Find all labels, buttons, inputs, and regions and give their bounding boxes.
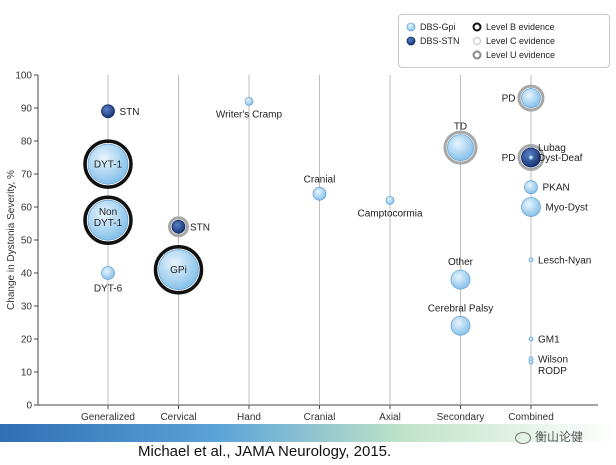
data-points: [83, 84, 545, 365]
point-label: Wilson: [538, 354, 568, 365]
point-label: Lesch-Nyan: [538, 255, 591, 266]
y-tick-label: 60: [21, 203, 33, 214]
gpi-point: [87, 199, 129, 241]
gpi-point: [101, 266, 115, 280]
point-label: Lubag: [538, 143, 566, 154]
watermark-text: 衡山论健: [535, 430, 584, 444]
x-tick-label: Cervical: [160, 412, 196, 423]
x-tick-label: Cranial: [304, 412, 336, 423]
citation-text: Michael et al., JAMA Neurology, 2015.: [138, 443, 392, 460]
y-tick-label: 70: [21, 170, 33, 181]
watermark: 衡山论健: [515, 428, 583, 445]
gpi-point: [521, 88, 541, 108]
legend-evidence-marker: [472, 50, 482, 60]
evidence-b-ring: [83, 139, 133, 189]
stn-point: [171, 219, 186, 234]
chart-legend: DBS-Gpi DBS-STN Level B evidence Level C ev…: [398, 14, 610, 68]
gpi-point: [244, 97, 254, 106]
chart-axes: 0 10 20 30 40 50 60 70 80 90 100 Change in Dystonia…: [6, 71, 598, 412]
gpi-point: [528, 359, 534, 365]
x-tick-label: Hand: [237, 412, 261, 423]
dystonia-dbs-chart: 0 10 20 30 40 50 60 70 80 90 100 Change in Dystonia…: [6, 71, 598, 423]
evidence-u-ring: [517, 144, 545, 171]
point-label: TD: [454, 122, 467, 133]
point-label: Cranial: [304, 174, 336, 185]
point-label: Non: [99, 207, 117, 218]
point-label: PD: [502, 153, 516, 164]
gpi-point: [528, 257, 534, 263]
point-label: Other: [448, 257, 474, 268]
gpi-point: [524, 180, 538, 195]
legend-evidence-label: Level C evidence: [486, 36, 555, 46]
evidence-u-ring: [517, 84, 545, 112]
category-lines: Generalized Cervical Hand Cranial Axial Secon…: [81, 75, 554, 423]
legend-evidence-label: Level B evidence: [486, 22, 555, 32]
gpi-point: [450, 269, 471, 290]
point-label: DYT-1: [94, 218, 123, 229]
evidence-u-ring: [443, 130, 478, 165]
evidence-u-ring: [168, 216, 189, 238]
y-tick-label: 0: [26, 401, 32, 412]
point-label: GPi: [170, 265, 187, 276]
evidence-b-ring: [83, 195, 133, 245]
stn-point: [101, 104, 115, 119]
gpi-point: [87, 143, 129, 185]
point-label: Writer's Cramp: [216, 109, 283, 120]
point-label: PKAN: [543, 183, 570, 194]
gpi-point: [447, 134, 474, 162]
y-tick-label: 80: [21, 137, 33, 148]
y-axis-label: Change in Dystonia Severity, %: [6, 170, 17, 310]
point-label: STN: [120, 107, 140, 118]
point-label: RODP: [538, 366, 567, 377]
point-label: GM1: [538, 335, 560, 346]
gpi-point: [521, 197, 541, 217]
point-label: STN: [190, 222, 210, 233]
point-label: Dyst-Deaf: [538, 153, 583, 164]
x-tick-label: Axial: [379, 412, 401, 423]
y-tick-label: 40: [21, 269, 33, 280]
legend-evidence-marker: [472, 22, 482, 32]
x-tick-label: Secondary: [437, 412, 485, 423]
footer-area: [0, 442, 616, 465]
footer-gradient-bar: [0, 424, 616, 442]
y-tick-label: 10: [21, 368, 33, 379]
evidence-b-ring: [153, 244, 204, 295]
gpi-point: [385, 195, 395, 205]
gpi-point: [528, 336, 534, 342]
legend-evidence-label: Level U evidence: [486, 50, 555, 60]
legend-evidence-marker: [472, 36, 482, 46]
point-label: Cerebral Palsy: [428, 303, 494, 314]
legend-series-marker: [406, 36, 416, 46]
gpi-point: [450, 315, 471, 336]
point-label: DYT-6: [94, 284, 123, 295]
legend-series-label: DBS-Gpi: [420, 22, 456, 32]
legend-graphic: DBS-Gpi DBS-STN Level B evidence Level C ev…: [406, 22, 555, 60]
gpi-point: [528, 155, 534, 160]
wechat-icon: [515, 431, 531, 444]
legend-series-label: DBS-STN: [420, 36, 460, 46]
gpi-point: [312, 186, 327, 201]
y-tick-label: 50: [21, 236, 33, 247]
gpi-point: [158, 249, 199, 291]
y-tick-label: 30: [21, 302, 33, 313]
x-tick-label: Combined: [508, 412, 554, 423]
point-label: Camptocormia: [357, 208, 422, 219]
x-tick-label: Generalized: [81, 412, 135, 423]
point-label: DYT-1: [94, 160, 123, 171]
y-tick-label: 20: [21, 335, 33, 346]
y-tick-label: 90: [21, 104, 33, 115]
point-label: PD: [502, 94, 516, 105]
legend-series-marker: [406, 22, 416, 32]
y-tick-label: 100: [15, 71, 32, 82]
point-label: Myo-Dyst: [546, 203, 588, 214]
